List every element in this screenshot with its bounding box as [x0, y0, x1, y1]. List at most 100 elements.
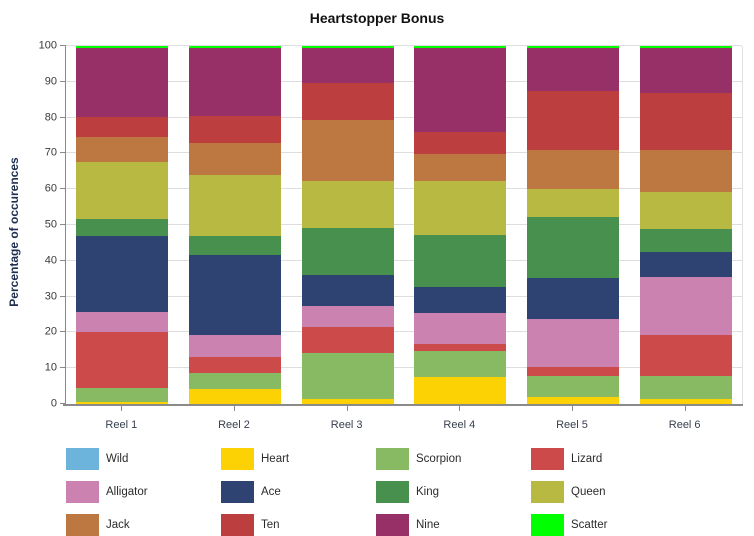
- bar-segment-heart: [301, 399, 394, 404]
- y-tick-label-20: 20: [44, 325, 57, 338]
- bar-segment-alligator: [189, 334, 281, 357]
- gridline-90: [66, 80, 742, 82]
- bar-segment-queen: [189, 174, 281, 237]
- legend-label-queen: Queen: [571, 486, 606, 498]
- legend-swatch-nine: [376, 514, 409, 536]
- legend-label-wild: Wild: [106, 453, 129, 465]
- bar-segment-queen: [527, 188, 619, 218]
- legend-label-heart: Heart: [261, 453, 290, 465]
- y-tick-mark-0: [60, 403, 66, 404]
- bar-segment-nine: [527, 47, 619, 92]
- legend-item-scorpion: Scorpion: [376, 448, 531, 470]
- legend-item-king: King: [376, 481, 531, 503]
- bar-segment-king: [189, 236, 281, 255]
- bar-segment-king: [76, 218, 169, 237]
- bar-segment-ten: [639, 93, 732, 150]
- y-tick-mark-100: [60, 45, 66, 46]
- gridline-30: [66, 295, 742, 297]
- bar-segment-alligator: [527, 318, 619, 367]
- y-tick-label-80: 80: [44, 111, 57, 124]
- legend-swatch-ten: [221, 514, 254, 536]
- legend: Wild Heart Scorpion Lizard Alligator Ace King Q…: [66, 448, 686, 536]
- gridline-20: [66, 331, 742, 333]
- y-axis-ticks: 0 10 20 30 40 50 60 70 80 90 100: [0, 40, 65, 409]
- bar-segment-ten: [414, 131, 507, 154]
- bar-segment-ten: [76, 116, 169, 137]
- bar-segment-ten: [189, 116, 281, 144]
- bar-segment-lizard: [414, 343, 507, 352]
- bar-segment-jack: [189, 143, 281, 175]
- bar-segment-lizard: [527, 366, 619, 377]
- bar-segment-scatter: [301, 46, 394, 48]
- bar-segment-ace: [527, 278, 619, 319]
- bar-segment-queen: [76, 161, 169, 219]
- y-tick-mark-10: [60, 367, 66, 369]
- bar-reel-5: [527, 46, 619, 404]
- y-tick-mark-70: [60, 152, 66, 154]
- gridline-80: [66, 116, 742, 118]
- plot-area: [60, 45, 743, 404]
- legend-label-ten: Ten: [261, 519, 280, 531]
- legend-item-queen: Queen: [531, 481, 686, 503]
- legend-item-scatter: Scatter: [531, 514, 686, 536]
- legend-swatch-scorpion: [376, 448, 409, 470]
- x-tick-mark-3: [346, 406, 348, 411]
- bar-segment-ace: [414, 286, 507, 314]
- bar-segment-alligator: [301, 305, 394, 328]
- y-tick-mark-50: [60, 224, 66, 225]
- gridline-10: [66, 367, 742, 369]
- legend-swatch-king: [376, 481, 409, 503]
- gridline-70: [66, 152, 742, 154]
- bar-segment-heart: [76, 401, 169, 404]
- bar-segment-scorpion: [414, 351, 507, 377]
- x-tick-mark-6: [684, 406, 686, 411]
- legend-item-ace: Ace: [221, 481, 376, 503]
- bar-segment-heart: [189, 389, 281, 404]
- y-tick-label-100: 100: [38, 39, 57, 52]
- bar-segment-jack: [639, 149, 732, 193]
- legend-item-wild: Wild: [66, 448, 221, 470]
- bar-segment-king: [301, 228, 394, 275]
- x-tick-label-5: Reel 5: [556, 419, 588, 431]
- bar-segment-nine: [189, 47, 281, 117]
- bar-segment-jack: [414, 153, 507, 181]
- bar-segment-jack: [527, 149, 619, 189]
- legend-swatch-alligator: [66, 481, 99, 503]
- legend-item-ten: Ten: [221, 514, 376, 536]
- x-tick-mark-4: [459, 406, 461, 411]
- y-tick-label-60: 60: [44, 182, 57, 195]
- bar-segment-ten: [527, 91, 619, 150]
- x-tick-label-6: Reel 6: [668, 419, 701, 431]
- bar-segment-heart: [414, 376, 507, 404]
- legend-item-jack: Jack: [66, 514, 221, 536]
- bar-reel-1: [76, 46, 169, 404]
- x-tick-mark-1: [121, 406, 123, 411]
- bar-segment-scatter: [76, 46, 169, 49]
- bar-segment-ace: [76, 236, 169, 312]
- bar-segment-lizard: [301, 327, 394, 353]
- legend-label-jack: Jack: [106, 519, 130, 531]
- bar-segment-jack: [301, 119, 394, 181]
- bar-segment-alligator: [414, 313, 507, 344]
- legend-swatch-ace: [221, 481, 254, 503]
- x-tick-label-4: Reel 4: [443, 419, 476, 431]
- legend-label-scatter: Scatter: [571, 519, 608, 531]
- legend-item-heart: Heart: [221, 448, 376, 470]
- bar-segment-heart: [527, 396, 619, 404]
- legend-swatch-heart: [221, 448, 254, 470]
- gridline-50: [66, 224, 742, 225]
- x-tick-label-1: Reel 1: [105, 419, 138, 431]
- bar-segment-alligator: [639, 276, 732, 335]
- bar-segment-nine: [301, 47, 394, 83]
- legend-label-alligator: Alligator: [106, 486, 148, 498]
- gridline-100: [66, 45, 742, 46]
- bar-segment-scatter: [527, 46, 619, 48]
- bar-segment-ace: [639, 251, 732, 277]
- bar-segment-lizard: [189, 356, 281, 374]
- y-tick-mark-20: [60, 331, 66, 333]
- bar-segment-scorpion: [189, 373, 281, 390]
- legend-swatch-wild: [66, 448, 99, 470]
- bar-segment-lizard: [639, 334, 732, 377]
- gridline-60: [66, 188, 742, 190]
